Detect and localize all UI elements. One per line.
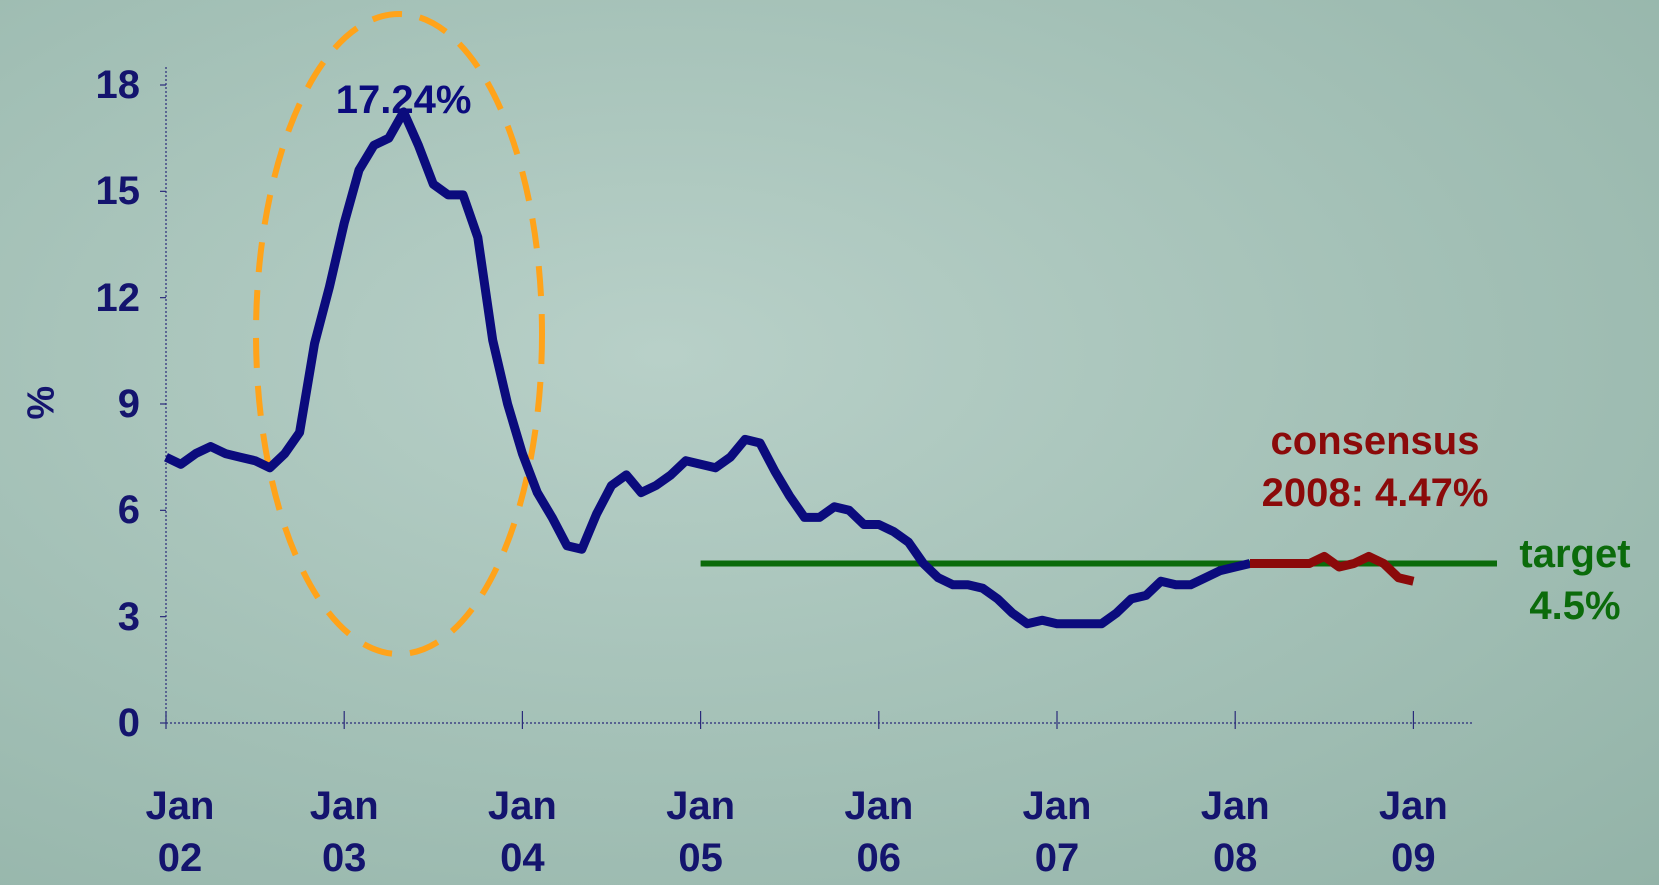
series-line xyxy=(1250,551,1415,586)
x-tick-label: Jan 04 xyxy=(487,784,557,880)
highlight-ellipse xyxy=(253,11,545,657)
y-tick-label tick: 0 xyxy=(117,701,140,745)
x-tick-label: Jan 08 xyxy=(1200,784,1270,880)
x-tick-label: Jan 09 xyxy=(1378,784,1448,880)
target-label: target 4.5% xyxy=(1519,532,1631,628)
x-tick-label: Jan 02 xyxy=(145,784,215,880)
y-axis-label: % xyxy=(20,385,63,420)
peak-label: 17.24% xyxy=(335,78,472,122)
y-tick-label tick: 3 xyxy=(117,594,140,639)
x-tick-label: Jan 05 xyxy=(666,784,736,880)
x-tick-label: Jan 07 xyxy=(1022,784,1092,880)
x-tick-label: Jan 03 xyxy=(309,784,379,880)
y-tick-label tick: 6 xyxy=(117,488,140,533)
y-tick-label tick: 18 xyxy=(95,63,141,107)
y-tick-label tick: 15 xyxy=(95,169,141,214)
y-tick-label tick: 12 xyxy=(95,275,141,320)
x-tick-label: Jan 06 xyxy=(844,784,914,880)
series-line xyxy=(164,107,1252,629)
consensus-label: consensus 2008: 4.47% xyxy=(1261,419,1489,515)
y-tick-label tick: 9 xyxy=(117,382,140,426)
